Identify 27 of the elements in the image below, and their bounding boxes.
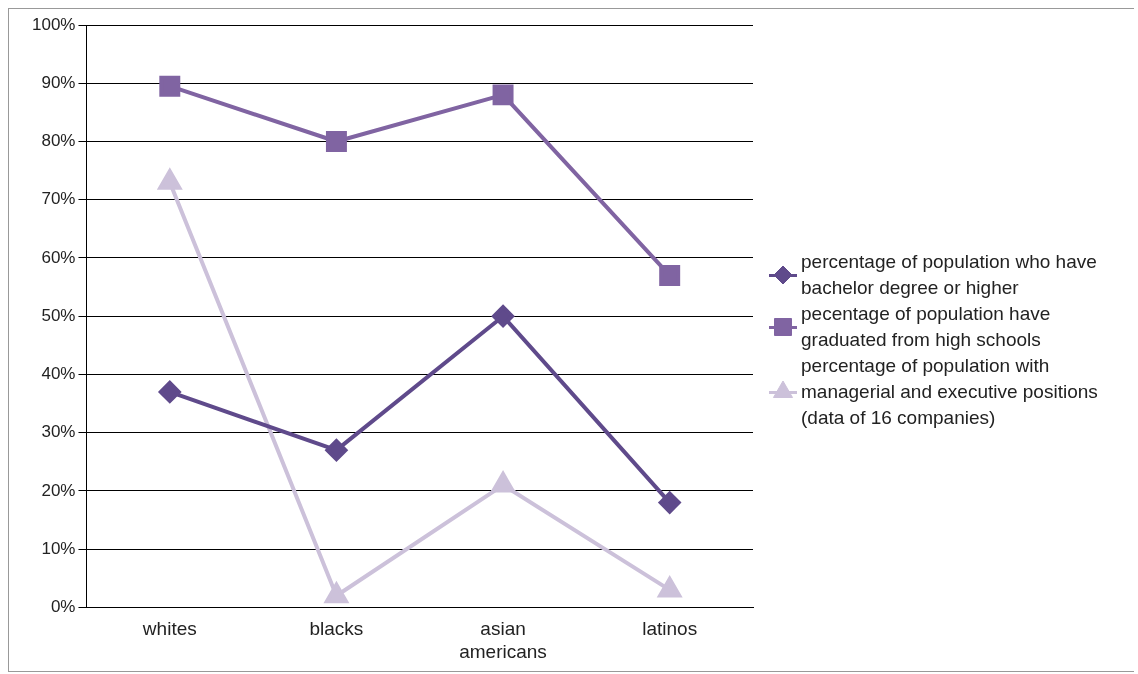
point — [325, 131, 347, 152]
point — [492, 305, 515, 328]
x-tick-label: blacks — [309, 618, 364, 640]
x-tick-label: whites — [141, 618, 197, 640]
y-tick-label: 100% — [32, 14, 76, 34]
y-tick-label: 70% — [41, 189, 76, 209]
point — [492, 84, 514, 106]
point — [159, 75, 181, 97]
legend-label: percentage of population with managerial and executive positions (data of 16 companies) — [801, 354, 1099, 430]
y-tick-label: 60% — [41, 247, 76, 267]
point — [158, 380, 181, 403]
y-tick-label: 30% — [41, 422, 76, 442]
x-tick-label: asian americans — [459, 618, 547, 662]
y-tick-label: 90% — [41, 72, 76, 92]
y-tick-label: 10% — [41, 538, 76, 558]
y-tick-label: 0% — [50, 597, 76, 617]
y-tick-label: 20% — [41, 480, 76, 500]
point — [658, 576, 682, 598]
point — [324, 582, 348, 604]
point — [658, 491, 681, 514]
point — [325, 439, 348, 462]
point — [659, 264, 681, 286]
x-tick-label: latinos — [642, 618, 698, 640]
point — [491, 472, 515, 493]
y-tick-label: 50% — [41, 305, 76, 325]
y-tick-label: 80% — [41, 131, 76, 151]
y-tick-label: 40% — [41, 364, 76, 384]
